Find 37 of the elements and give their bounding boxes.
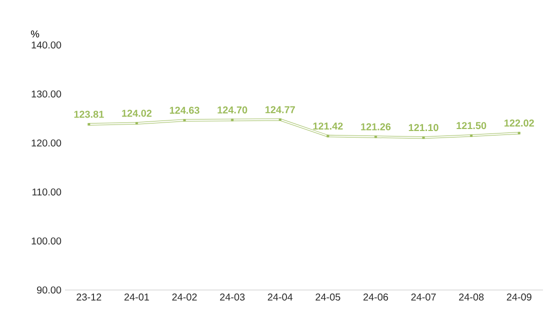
x-tick-label: 24-09 [506, 294, 532, 301]
y-tick-label: 90.00 [37, 286, 62, 294]
y-tick-label: 100.00 [32, 237, 62, 245]
point [422, 136, 425, 139]
x-tick-label: 24-04 [268, 294, 293, 301]
point [278, 118, 282, 121]
x-tick-label: 24-02 [172, 294, 197, 301]
y-tick-label: 130.00 [32, 90, 62, 98]
data-label: 121.42 [313, 122, 343, 130]
y-tick-label: 120.00 [32, 139, 62, 147]
y-tick-label: 110.00 [32, 188, 62, 196]
data-label: 124.63 [170, 106, 200, 114]
y-axis-title: % [30, 30, 40, 38]
point [183, 119, 186, 122]
point [470, 134, 473, 137]
point [231, 118, 234, 122]
y-tick-label: 140.00 [32, 41, 62, 49]
data-label: 124.02 [122, 110, 152, 117]
data-label: 121.50 [456, 122, 486, 130]
data-label: 123.81 [74, 110, 104, 118]
point [374, 136, 377, 138]
x-tick-label: 24-08 [459, 294, 484, 301]
x-tick-label: 24-06 [363, 294, 388, 301]
data-label: 121.10 [408, 124, 438, 132]
point [518, 132, 520, 134]
data-label: 122.02 [504, 120, 534, 127]
x-tick-label: 24-07 [411, 294, 436, 301]
x-tick-label: 23-12 [76, 294, 102, 301]
x-tick-label: 24-05 [316, 294, 340, 301]
point [135, 122, 138, 125]
data-label: 124.70 [218, 106, 248, 114]
x-tick-label: 24-03 [220, 294, 245, 301]
point [326, 134, 330, 138]
data-label: 121.26 [361, 123, 391, 130]
data-label: 124.77 [265, 106, 295, 114]
x-tick-label: 24-01 [124, 294, 149, 301]
point [88, 123, 90, 126]
